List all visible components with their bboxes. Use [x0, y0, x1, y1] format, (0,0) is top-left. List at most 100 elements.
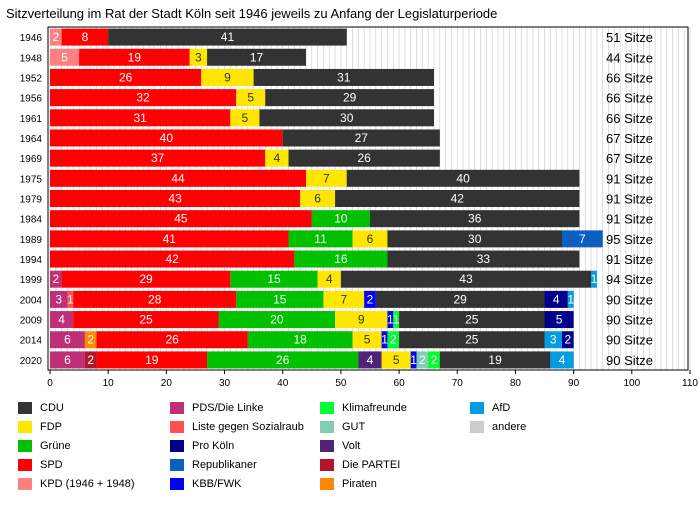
legend-item: Grüne — [18, 438, 71, 454]
bar-value-label: 5 — [556, 313, 563, 327]
legend-label: Die PARTEI — [342, 459, 401, 471]
bar-segment — [230, 270, 318, 288]
row-year-label: 1969 — [20, 154, 43, 165]
bar-value-label: 2 — [367, 292, 374, 306]
bar-value-label: 9 — [224, 70, 231, 84]
legend-swatch — [320, 440, 334, 452]
row-year-label: 1999 — [20, 275, 43, 286]
row-total-label: 94 Sitze — [606, 272, 653, 287]
bar-segment — [399, 331, 545, 349]
bar-segment — [550, 351, 574, 369]
legend-label: CDU — [40, 402, 64, 414]
bar-value-label: 31 — [337, 70, 351, 84]
bar-segment — [207, 351, 359, 369]
legend-swatch — [18, 440, 32, 452]
row-total-label: 95 Sitze — [606, 232, 653, 247]
bar-value-label: 40 — [456, 171, 470, 185]
bar-segment — [381, 351, 411, 369]
bar-value-label: 25 — [139, 313, 153, 327]
legend-label: andere — [492, 421, 527, 433]
bar-value-label: 2 — [52, 30, 59, 44]
bar-segment — [399, 311, 545, 329]
bar-segment — [50, 230, 289, 248]
bar-segment — [247, 331, 353, 349]
row-year-label: 1961 — [20, 114, 43, 125]
bar-segment — [61, 270, 231, 288]
bar-value-label: 29 — [453, 292, 467, 306]
row-total-label: 90 Sitze — [606, 353, 653, 368]
bar-segment — [265, 89, 434, 107]
x-tick-label: 10 — [103, 378, 115, 389]
bar-segment — [50, 351, 85, 369]
bar-value-label: 17 — [250, 50, 264, 64]
bar-value-label: 26 — [357, 151, 371, 165]
bar-segment — [67, 290, 74, 308]
bar-segment — [50, 68, 202, 86]
bar-value-label: 5 — [364, 333, 371, 347]
legend-item: Piraten — [320, 476, 377, 492]
bar-value-label: 11 — [314, 232, 327, 246]
legend-item: CDU — [18, 400, 64, 416]
bar-segment — [61, 28, 109, 46]
row-total-label: 91 Sitze — [606, 192, 653, 207]
bar-segment — [236, 290, 324, 308]
bar-segment — [294, 250, 388, 268]
legend-swatch — [320, 459, 334, 471]
bar-value-label: 1 — [591, 272, 598, 286]
bar-segment — [323, 290, 365, 308]
bar-value-label: 6 — [64, 353, 71, 367]
plot-frame — [47, 26, 689, 371]
bar-value-label: 4 — [274, 151, 281, 165]
legend-label: Volt — [342, 440, 361, 452]
bar-segment — [218, 311, 336, 329]
bar-value-label: 4 — [553, 292, 560, 306]
bar-value-label: 25 — [465, 333, 479, 347]
bar-value-label: 25 — [465, 313, 479, 327]
legend-item: Liste gegen Sozialraub — [170, 419, 304, 435]
legend-label: Republikaner — [192, 459, 257, 471]
bar-segment — [282, 129, 440, 147]
bar-segment — [50, 48, 80, 66]
bar-segment — [567, 290, 574, 308]
bar-value-label: 42 — [451, 192, 465, 206]
legend-label: GUT — [342, 421, 366, 433]
legend-swatch — [320, 478, 334, 490]
bar-segment — [311, 210, 370, 228]
bar-segment — [544, 311, 574, 329]
bar-segment — [50, 270, 62, 288]
bar-segment — [364, 290, 376, 308]
bar-value-label: 18 — [293, 333, 307, 347]
bar-value-label: 29 — [139, 272, 153, 286]
bar-value-label: 1 — [567, 292, 574, 306]
bar-value-label: 19 — [488, 353, 502, 367]
bar-segment — [50, 250, 295, 268]
bar-value-label: 9 — [358, 313, 365, 327]
x-tick-label: 40 — [277, 378, 289, 389]
legend-item: AfD — [470, 400, 510, 416]
bar-value-label: 33 — [477, 252, 491, 266]
bar-value-label: 1 — [387, 313, 394, 327]
row-year-label: 2020 — [20, 356, 43, 367]
legend-swatch — [18, 402, 32, 414]
bar-value-label: 19 — [128, 50, 142, 64]
bar-value-label: 1 — [393, 313, 400, 327]
bar-value-label: 7 — [340, 292, 347, 306]
bar-value-label: 7 — [323, 171, 330, 185]
row-total-label: 91 Sitze — [606, 171, 653, 186]
bar-value-label: 15 — [267, 272, 281, 286]
bar-value-label: 30 — [468, 232, 482, 246]
bar-value-label: 44 — [171, 171, 185, 185]
row-total-label: 91 Sitze — [606, 252, 653, 267]
bar-value-label: 26 — [276, 353, 290, 367]
bar-value-label: 15 — [273, 292, 287, 306]
bar-segment — [317, 270, 341, 288]
bar-segment — [253, 68, 434, 86]
bar-segment — [96, 351, 208, 369]
bar-segment — [358, 351, 382, 369]
row-year-label: 2014 — [20, 336, 43, 347]
bar-segment — [335, 190, 580, 207]
bar-value-label: 7 — [579, 232, 586, 246]
row-year-label: 1952 — [20, 73, 43, 84]
bar-value-label: 1 — [67, 292, 74, 306]
row-year-label: 2004 — [20, 295, 43, 306]
